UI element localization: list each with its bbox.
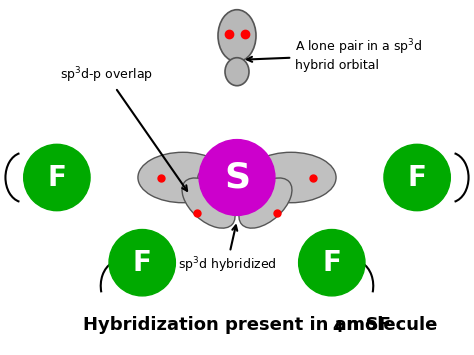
- Ellipse shape: [138, 152, 228, 203]
- Text: F: F: [133, 249, 152, 277]
- Ellipse shape: [218, 10, 256, 62]
- Ellipse shape: [182, 178, 235, 228]
- Ellipse shape: [225, 58, 249, 86]
- Circle shape: [384, 144, 450, 211]
- Circle shape: [109, 230, 175, 296]
- Text: 4: 4: [332, 321, 343, 335]
- Ellipse shape: [246, 152, 336, 203]
- Text: F: F: [47, 164, 66, 191]
- Ellipse shape: [198, 168, 229, 187]
- Text: sp$^3$d hybridized: sp$^3$d hybridized: [178, 225, 276, 275]
- Text: S: S: [224, 160, 250, 195]
- Circle shape: [299, 230, 365, 296]
- Circle shape: [24, 144, 90, 211]
- Text: molecule: molecule: [340, 316, 438, 334]
- Ellipse shape: [215, 157, 234, 176]
- Ellipse shape: [240, 157, 259, 176]
- Ellipse shape: [245, 168, 276, 187]
- Text: A lone pair in a sp$^3$d
hybrid orbital: A lone pair in a sp$^3$d hybrid orbital: [247, 38, 423, 72]
- Circle shape: [199, 140, 275, 215]
- Text: F: F: [322, 249, 341, 277]
- Text: sp$^3$d-p overlap: sp$^3$d-p overlap: [60, 65, 187, 191]
- Ellipse shape: [239, 178, 292, 228]
- Text: Hybridization present in an SF: Hybridization present in an SF: [83, 316, 391, 334]
- Text: F: F: [408, 164, 427, 191]
